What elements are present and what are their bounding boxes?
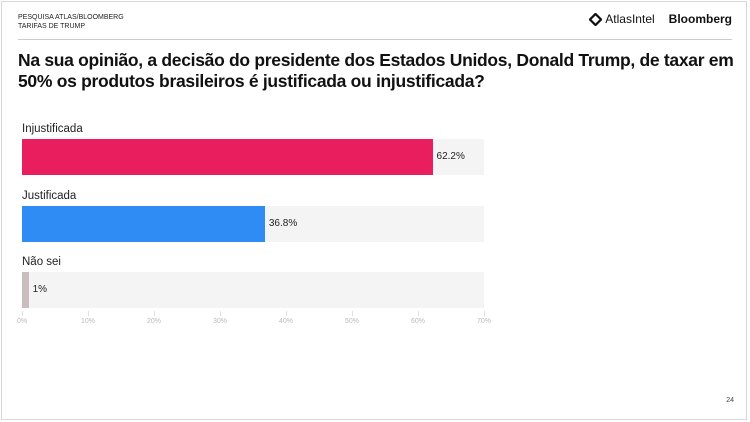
tick-label: 50% (344, 318, 360, 325)
bar (22, 272, 29, 308)
page-number: 24 (726, 397, 734, 404)
bloomberg-logo: Bloomberg (668, 12, 732, 26)
value-label: 36.8% (268, 218, 298, 229)
tick-mark (484, 311, 485, 316)
atlas-text: AtlasIntel (605, 12, 655, 26)
value-label: 62.2% (436, 151, 465, 162)
bar (22, 206, 265, 242)
tick-mark (418, 311, 419, 316)
tick-mark (22, 311, 23, 316)
tick-label: 70% (476, 318, 492, 325)
survey-name: PESQUISA ATLAS/BLOOMBERG (18, 14, 124, 21)
category-label: Justificada (22, 190, 77, 202)
tick-label: 60% (410, 318, 426, 325)
tick-mark (154, 311, 155, 316)
bar-track: 36.8% (22, 206, 484, 242)
header-divider (18, 39, 732, 40)
tick-label: 20% (146, 318, 162, 325)
category-label: Não sei (22, 256, 61, 268)
category-label: Injustificada (22, 123, 83, 135)
survey-label: PESQUISA ATLAS/BLOOMBERG TARIFAS DE TRUMP (18, 13, 124, 31)
chart-title: Na sua opinião, a decisão do presidente … (18, 50, 734, 91)
tick-label: 40% (278, 318, 294, 325)
value-label: 1% (32, 284, 48, 295)
tick-label: 10% (80, 318, 96, 325)
bar-track: 1% (22, 272, 484, 308)
atlas-diamond-icon (589, 12, 603, 26)
tick-mark (220, 311, 221, 316)
logos: AtlasIntel Bloomberg (589, 12, 732, 26)
bar (22, 139, 433, 175)
tick-mark (88, 311, 89, 316)
survey-topic: TARIFAS DE TRUMP (18, 23, 86, 30)
bar-track: 62.2% (22, 139, 484, 175)
tick-label: 0% (16, 318, 28, 325)
atlasintel-logo: AtlasIntel (589, 12, 655, 26)
tick-label: 30% (212, 318, 228, 325)
tick-mark (286, 311, 287, 316)
tick-mark (352, 311, 353, 316)
